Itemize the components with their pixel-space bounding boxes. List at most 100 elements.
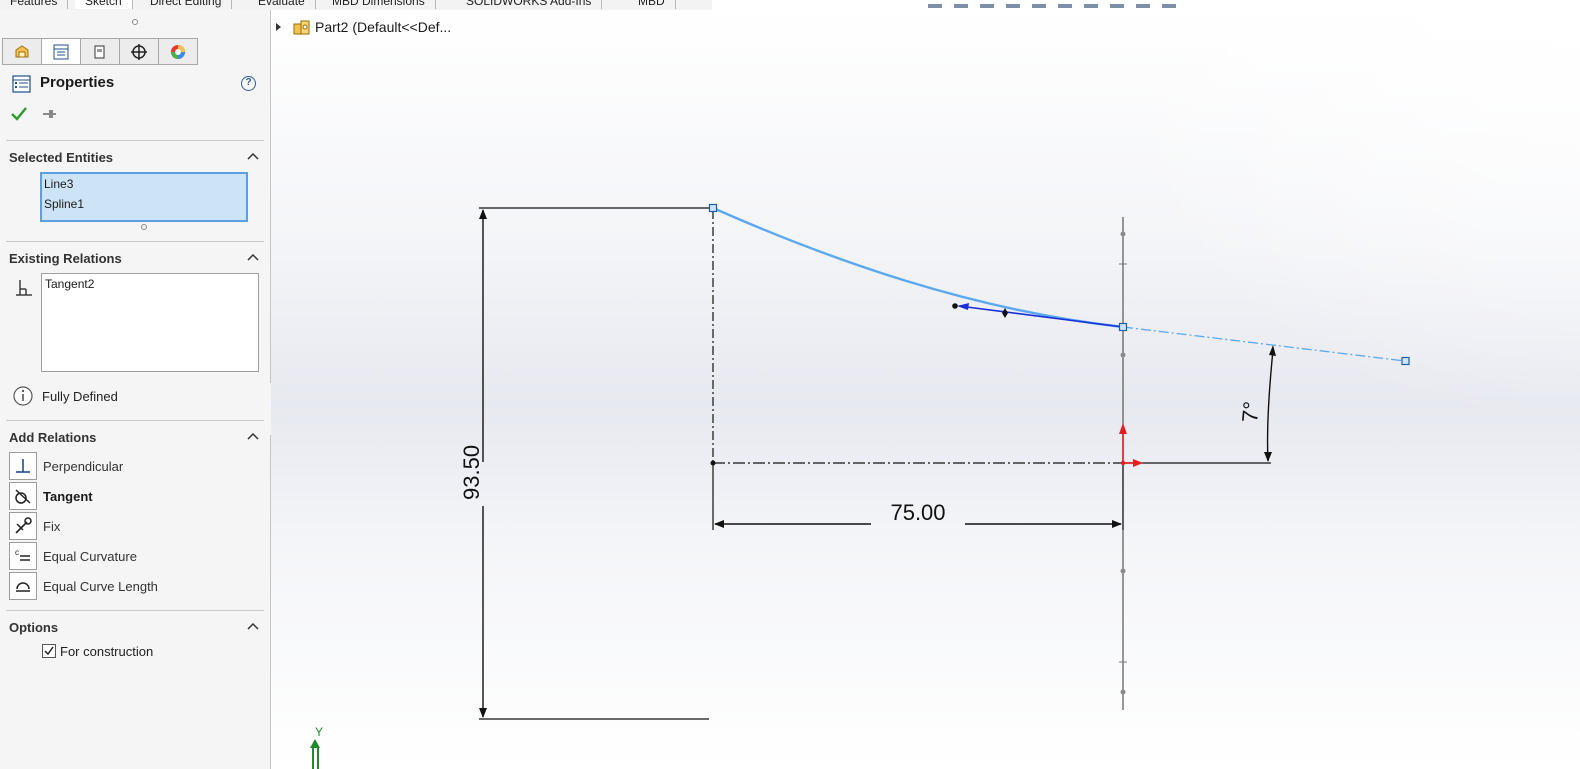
svg-text:c: c [15,548,19,557]
properties-icon [12,75,31,93]
relation-tangent[interactable]: Tangent [9,482,259,510]
angle-arc [1266,349,1274,462]
add-relations-section[interactable]: Add Relations [6,420,264,445]
tab-direct-editing[interactable]: Direct Editing [140,0,233,9]
scene-icon[interactable] [1136,4,1150,8]
list-resize-handle[interactable] [141,224,147,230]
feature-manager-tab[interactable] [2,38,41,65]
line3-endpoint[interactable] [1401,356,1410,366]
graphics-area[interactable]: Part2 (Default<<Def... 93.50 [271,10,1580,769]
spline-handle-arrow [957,303,969,310]
zoom-fit-icon[interactable] [928,4,942,8]
spline1[interactable] [712,206,1124,329]
sketch-canvas[interactable]: 93.50 75.00 7° [271,10,1580,769]
property-manager-icon [53,44,69,59]
existing-relations-section[interactable]: Existing Relations [6,241,264,266]
relation-equal-curvature[interactable]: c Equal Curvature [9,542,259,570]
relation-label: Fix [43,519,61,534]
tab-solidworks-add-ins[interactable]: SOLIDWORKS Add-Ins [456,0,603,9]
relation-perpendicular[interactable]: Perpendicular [9,452,259,480]
line3-construction[interactable] [1122,326,1406,362]
spline-handle-endpoint[interactable] [952,303,958,309]
dim-value-horizontal[interactable]: 75.00 [890,500,945,525]
view-settings-icon[interactable] [1162,4,1176,8]
tab-sketch[interactable]: Sketch [75,0,133,9]
spline-endpoint-top[interactable] [708,203,718,213]
crosshair-icon [131,43,147,60]
for-construction-label: For construction [60,644,154,659]
dimension-angle-7[interactable]: 7° [1237,345,1276,462]
help-icon[interactable]: ? [241,76,256,91]
zoom-area-icon[interactable] [954,4,968,8]
hide-show-icon[interactable] [1084,4,1098,8]
dimension-75-00[interactable]: 75.00 [712,465,1124,530]
collapse-chevron-icon[interactable] [246,150,260,162]
configuration-manager-tab[interactable] [80,38,119,65]
relation-fix[interactable]: Fix [9,512,259,540]
configuration-icon [94,45,105,58]
collapse-chevron-icon[interactable] [246,430,260,442]
dim-value-angle[interactable]: 7° [1237,400,1264,423]
collapse-chevron-icon[interactable] [246,620,260,632]
spline-endpoint-tangent[interactable] [1118,322,1128,332]
selected-entities-header: Selected Entities [9,150,114,165]
ok-checkmark-icon[interactable] [10,106,28,122]
relations-icon [16,280,32,296]
view-triad: Y [310,725,323,769]
equal-curve-length-icon [9,572,37,600]
appearance-icon[interactable] [1110,4,1124,8]
display-style-icon[interactable] [1058,4,1072,8]
triad-y-label: Y [315,725,323,739]
property-manager-panel: Properties ? Selected Entities Line3 Spl… [0,10,271,769]
angle-arrow-up [1269,345,1276,356]
info-icon [13,386,33,406]
tab-mbd[interactable]: MBD [628,0,676,9]
dimxpert-manager-tab[interactable] [119,38,158,65]
relation-equal-curve-length[interactable]: Equal Curve Length [9,572,259,600]
property-manager-tab[interactable] [41,38,80,65]
tab-evaluate[interactable]: Evaluate [248,0,316,9]
checkmark-icon [44,646,54,656]
options-section[interactable]: Options [6,610,264,635]
relation-label: Equal Curvature [43,549,137,564]
list-item[interactable]: Line3 [44,177,74,191]
for-construction-checkbox[interactable] [42,644,56,658]
pushpin-icon[interactable] [42,107,58,121]
selected-entities-list[interactable]: Line3 Spline1 [40,172,248,222]
section-view-icon[interactable] [1006,4,1020,8]
property-manager-title: Properties [40,74,115,91]
relation-label: Equal Curve Length [43,579,158,594]
property-manager-header: Properties ? [12,74,260,96]
list-item[interactable]: Spline1 [44,197,85,211]
feature-tree-icon [15,44,29,57]
panel-grip[interactable] [132,19,138,25]
status-text: Fully Defined [42,389,118,404]
selected-entities-section[interactable]: Selected Entities [6,140,264,165]
expand-arrow-icon[interactable] [276,23,281,31]
sketch-origin[interactable] [1119,423,1143,467]
spline-handle-diamond[interactable] [1002,308,1008,318]
tab-features[interactable]: Features [0,0,69,9]
fix-icon [9,512,37,540]
dimension-93-50[interactable]: 93.50 [459,207,713,720]
part-name: Part2 (Default<<Def... [315,19,452,35]
list-item[interactable]: Tangent2 [45,277,95,291]
angle-arrow-down [1264,452,1272,462]
dim-value-vertical[interactable]: 93.50 [459,445,484,500]
display-manager-icon [171,44,185,59]
perpendicular-icon [9,452,37,480]
sketch-point[interactable] [710,460,716,466]
add-relations-header: Add Relations [9,430,97,445]
existing-relations-list[interactable]: Tangent2 [41,273,259,372]
tab-mbd-dimensions[interactable]: MBD Dimensions [322,0,436,9]
heads-up-toolbar [928,0,1248,8]
spline-handle[interactable] [958,305,1124,328]
collapse-chevron-icon[interactable] [246,251,260,263]
display-manager-tab[interactable] [158,38,198,65]
options-header: Options [9,620,59,635]
view-orientation-icon[interactable] [1032,4,1046,8]
previous-view-icon[interactable] [980,4,994,8]
tangent-icon [9,482,37,510]
existing-relations-header: Existing Relations [9,251,122,266]
part-icon [293,20,310,35]
